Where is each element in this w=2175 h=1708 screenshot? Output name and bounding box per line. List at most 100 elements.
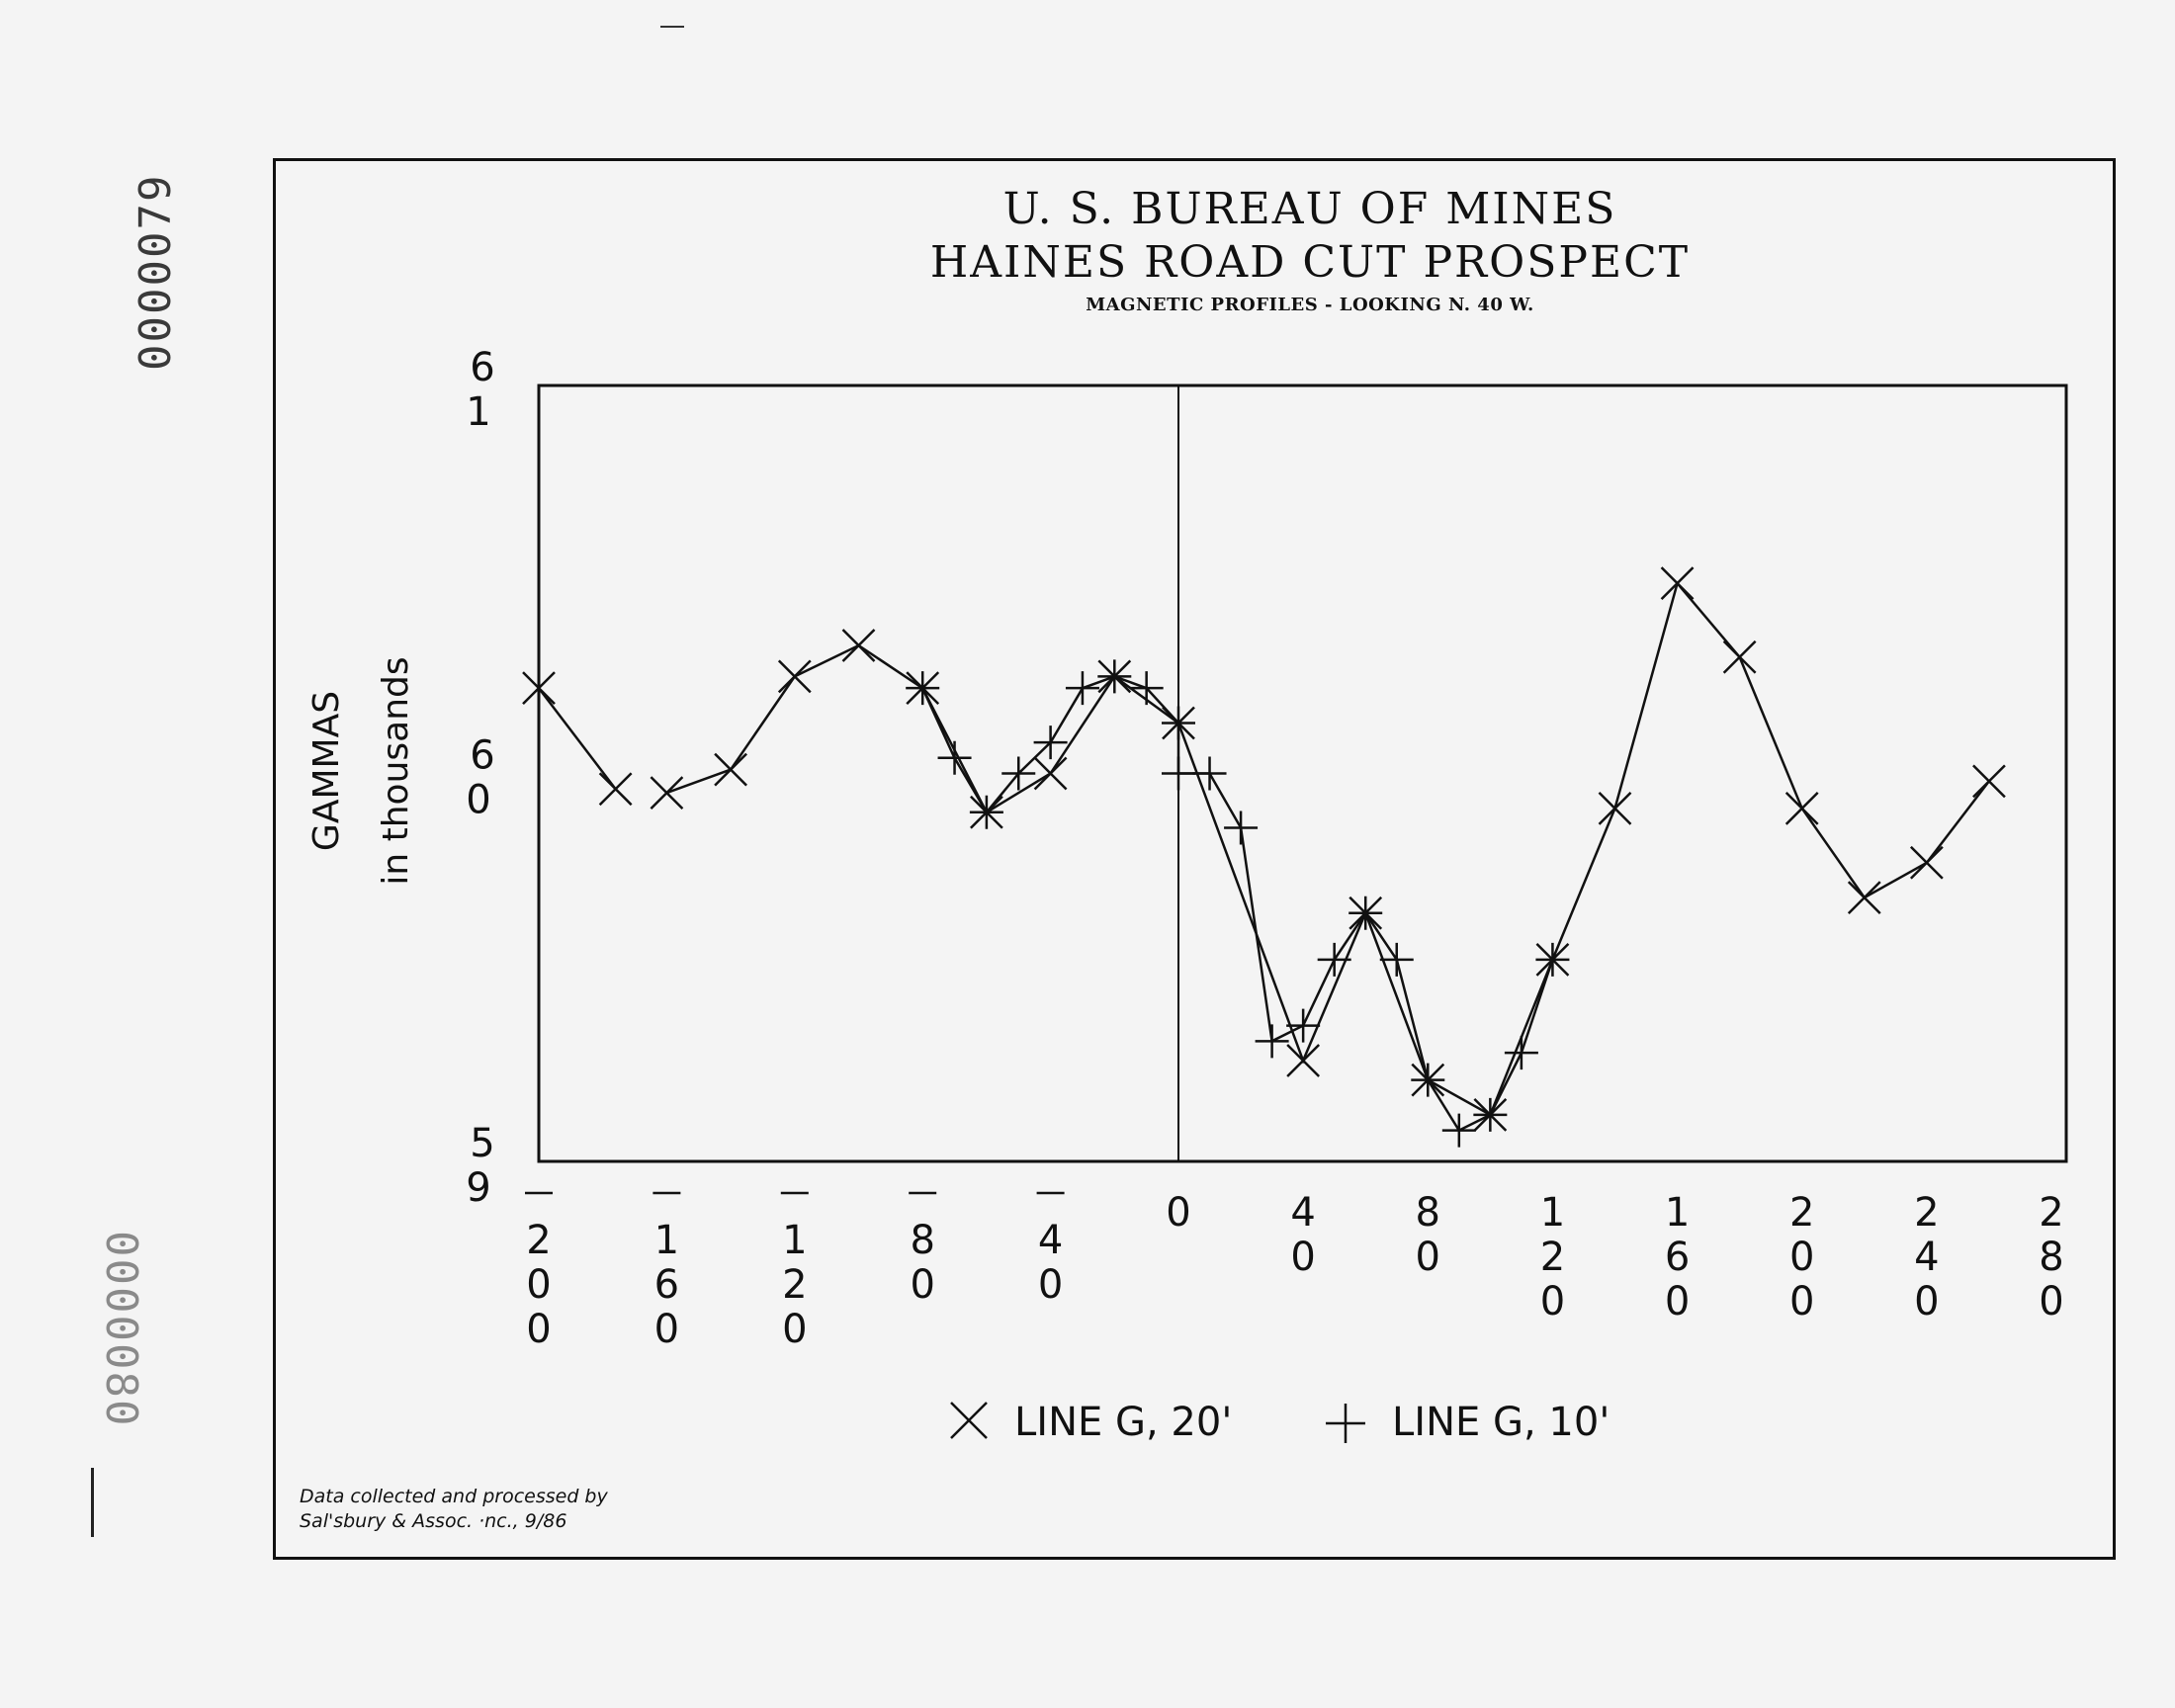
x-tick-digit: 0	[1789, 1235, 1814, 1280]
data-point-x-marker	[1972, 764, 2006, 799]
x-tick-digit: 1	[1540, 1190, 1565, 1236]
legend-plus-marker-icon	[1326, 1404, 1365, 1443]
data-point-x-marker	[1784, 791, 1819, 825]
x-tick-label: 200	[525, 1191, 553, 1352]
x-tick-digit: 0	[654, 1307, 679, 1352]
x-tick-digit: 0	[2039, 1279, 2063, 1324]
data-point-plus-marker	[1441, 1113, 1476, 1148]
x-tick-digit: 2	[782, 1262, 807, 1308]
data-point-x-marker	[1847, 881, 1881, 914]
data-point-plus-marker	[1317, 942, 1351, 977]
data-point-plus-marker	[1411, 1063, 1445, 1097]
x-tick-digit: 0	[1038, 1262, 1063, 1308]
x-tick-digit: 6	[654, 1262, 679, 1308]
x-tick-digit: 2	[2039, 1190, 2063, 1236]
x-tick-label: 120	[1540, 1190, 1565, 1324]
x-tick-digit: 0	[782, 1307, 807, 1352]
x-tick-digit: 0	[1540, 1279, 1565, 1324]
data-point-plus-marker	[1065, 671, 1099, 706]
data-point-plus-marker	[1001, 756, 1036, 791]
data-point-plus-marker	[937, 740, 972, 775]
legend-label-line-g-20ft: LINE G, 20'	[1014, 1400, 1232, 1445]
x-tick-digit: 1	[782, 1218, 807, 1263]
x-tick-digit: 1	[654, 1218, 679, 1263]
x-tick-digit: 0	[1290, 1235, 1315, 1280]
chart-subtitle-small: MAGNETIC PROFILES - LOOKING N. 40 W.	[1086, 295, 1534, 315]
x-tick-digit: 2	[1914, 1190, 1939, 1236]
data-point-plus-marker	[1192, 756, 1227, 791]
y-tick-digit: 6	[470, 733, 494, 779]
y-tick-label: 60	[466, 733, 494, 823]
data-point-x-marker	[1722, 640, 1757, 674]
data-point-x-marker	[777, 659, 812, 694]
x-tick-label: 200	[1789, 1190, 1814, 1324]
x-tick-digit: 8	[910, 1218, 934, 1263]
x-tick-label: 80	[909, 1191, 937, 1308]
x-tick-digit: 1	[1665, 1190, 1690, 1236]
data-point-plus-marker	[1379, 942, 1414, 977]
y-tick-digit: 1	[466, 389, 490, 435]
data-point-plus-marker	[1255, 1024, 1289, 1059]
x-tick-digit: 4	[1914, 1235, 1939, 1280]
legend-x-marker-icon	[950, 1402, 988, 1439]
data-point-plus-marker	[1033, 726, 1068, 760]
y-tick-digit: 5	[470, 1121, 494, 1166]
y-tick-label: 61	[466, 345, 494, 435]
data-point-plus-marker	[1162, 756, 1195, 791]
x-tick-label: 280	[2039, 1190, 2063, 1324]
y-tick-label: 59	[466, 1121, 494, 1211]
x-tick-digit: 8	[2039, 1235, 2063, 1280]
credit-line-1: Data collected and processed by	[300, 1486, 608, 1507]
data-point-x-marker	[714, 752, 747, 787]
series-line-segment	[538, 687, 617, 790]
x-tick-label: 40	[1290, 1190, 1315, 1280]
plot-area-border	[537, 384, 2068, 1163]
data-point-plus-marker	[1162, 706, 1195, 740]
x-tick-label: 240	[1914, 1190, 1939, 1324]
data-point-plus-marker	[1097, 659, 1132, 694]
x-tick-label: 80	[1416, 1190, 1440, 1280]
data-point-plus-marker	[1504, 1036, 1538, 1070]
data-point-x-marker	[650, 776, 684, 811]
y-axis-label-units: in thousands	[376, 656, 416, 885]
x-tick-digit: 2	[526, 1218, 551, 1263]
chart-title: U. S. BUREAU OF MINES	[1002, 184, 1617, 234]
x-tick-digit: 0	[1665, 1279, 1690, 1324]
x-tick-digit: 4	[1038, 1218, 1063, 1263]
x-tick-digit: 2	[1789, 1190, 1814, 1236]
margin-mark	[91, 1468, 94, 1537]
data-point-x-marker	[1033, 756, 1068, 791]
x-tick-digit: 0	[526, 1262, 551, 1308]
data-point-plus-marker	[1535, 942, 1570, 977]
data-point-plus-marker	[1224, 811, 1259, 845]
data-point-plus-marker	[1348, 896, 1383, 930]
x-tick-digit: 8	[1416, 1190, 1440, 1236]
credit-line-2: Sal'sbury & Assoc. ·nc., 9/86	[300, 1510, 567, 1532]
figure-frame	[273, 158, 2116, 1560]
x-tick-label: 40	[1036, 1191, 1065, 1308]
data-point-plus-marker	[1286, 1008, 1321, 1043]
x-tick-label: 120	[780, 1191, 809, 1352]
x-tick-digit: 0	[1789, 1279, 1814, 1324]
data-credit: Data collected and processed by Sal'sbur…	[300, 1485, 608, 1534]
data-point-plus-marker	[1473, 1097, 1508, 1132]
x-tick-digit: 2	[1540, 1235, 1565, 1280]
data-point-x-marker	[841, 629, 876, 662]
x-tick-digit: 4	[1290, 1190, 1315, 1236]
series-line-segment	[665, 580, 1990, 1117]
x-tick-label: 160	[1665, 1190, 1690, 1324]
series-line-g-20ft	[522, 566, 2006, 1132]
y-tick-digit: 9	[466, 1165, 490, 1211]
x-tick-label: 0	[1166, 1190, 1190, 1236]
data-point-x-marker	[522, 671, 556, 706]
data-point-x-marker	[1286, 1044, 1321, 1077]
y-tick-digit: 0	[466, 778, 490, 823]
data-point-plus-marker	[969, 795, 1003, 829]
y-tick-digit: 6	[470, 345, 494, 390]
y-axis-label-gammas: GAMMAS	[306, 691, 347, 851]
x-tick-digit: 0	[910, 1262, 934, 1308]
x-tick-digit: 0	[526, 1307, 551, 1352]
series-line-g-10ft	[906, 659, 1570, 1148]
series-line-segment	[921, 675, 1554, 1133]
